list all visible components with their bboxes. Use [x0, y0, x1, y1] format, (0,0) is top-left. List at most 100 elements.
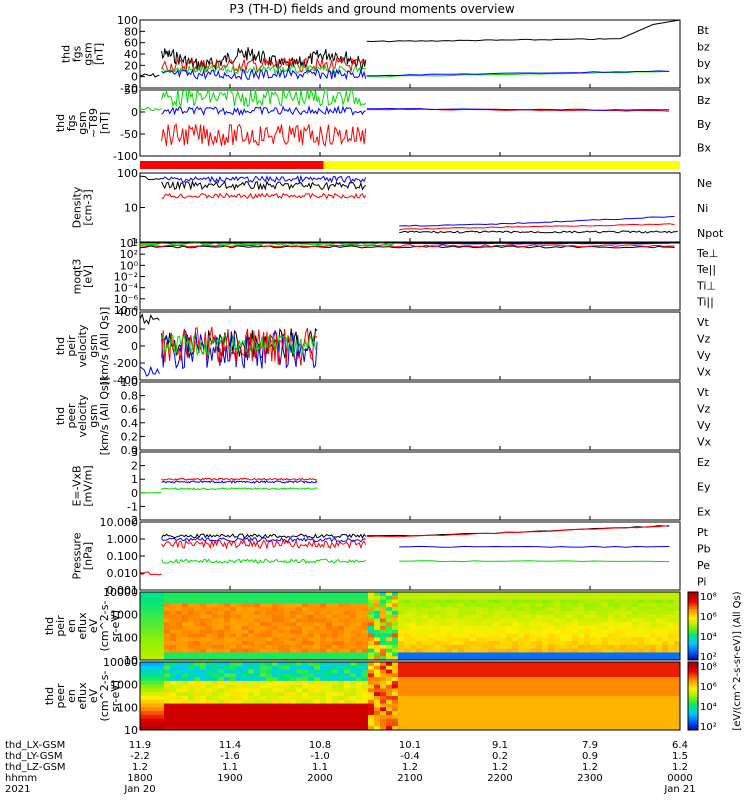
heatmap-cell [170, 680, 177, 686]
heatmap-cell [458, 692, 465, 697]
heatmap-cell [590, 629, 597, 635]
heatmap-cell [182, 622, 189, 627]
heatmap-cell [230, 626, 237, 631]
ylabel-ion_velocity-1: peir [65, 335, 78, 357]
heatmap-cell [236, 595, 243, 601]
heatmap-cell [236, 711, 243, 716]
heatmap-cell [506, 718, 513, 723]
heatmap-cell [272, 696, 279, 701]
heatmap-cell [464, 618, 471, 623]
heatmap-cell [434, 592, 441, 597]
heatmap-cell [590, 618, 597, 623]
heatmap-cell [662, 603, 669, 608]
ytick-label-efield-4: -1 [127, 500, 138, 513]
heatmap-cell [674, 677, 681, 682]
heatmap-cell [302, 607, 309, 612]
heatmap-cell [602, 629, 609, 635]
heatmap-cell [626, 688, 633, 693]
heatmap-cell [164, 684, 171, 689]
heatmap-cell [278, 707, 285, 712]
colorbar-cell [688, 610, 698, 613]
heatmap-cell [320, 707, 327, 712]
heatmap-cell [158, 629, 165, 635]
heatmap-cell [254, 699, 261, 705]
heatmap-cell [242, 692, 249, 697]
heatmap-cell [230, 641, 237, 646]
heatmap-cell [560, 696, 567, 701]
heatmap-cell [620, 599, 627, 604]
heatmap-cell [644, 592, 651, 597]
heatmap-cell [554, 696, 561, 701]
heatmap-cell [194, 629, 201, 635]
heatmap-cell [566, 641, 573, 646]
heatmap-cell [470, 665, 477, 671]
heatmap-cell [476, 656, 483, 661]
heatmap-cell [344, 692, 351, 697]
heatmap-cell [440, 637, 447, 642]
heatmap-cell [488, 618, 495, 623]
heatmap-cell [428, 592, 435, 597]
heatmap-cell [272, 703, 279, 708]
heatmap-cell [518, 622, 525, 627]
x-col-6-3: 0000 [667, 773, 692, 784]
heatmap-cell [632, 673, 639, 678]
heatmap-cell [596, 648, 603, 653]
heatmap-cell [410, 699, 417, 705]
heatmap-cell [440, 669, 447, 674]
heatmap-cell [422, 684, 429, 689]
heatmap-cell [536, 711, 543, 716]
heatmap-cell [302, 665, 309, 671]
heatmap-cell [410, 622, 417, 627]
heatmap-cell [488, 603, 495, 608]
heatmap-cell [614, 696, 621, 701]
heatmap-cell [626, 622, 633, 627]
heatmap-cell [284, 684, 291, 689]
heatmap-cell [662, 648, 669, 653]
heatmap-cell [446, 714, 453, 720]
heatmap-cell [410, 707, 417, 712]
colorbar-cell [688, 689, 698, 692]
heatmap-cell [308, 607, 315, 612]
heatmap-cell [668, 707, 675, 712]
heatmap-cell [416, 592, 423, 597]
panels-group: 100806040200-20thdfgsgsm[nT]Btbzbybx500-… [43, 14, 724, 737]
heatmap-cell [224, 648, 231, 653]
heatmap-cell [152, 711, 159, 716]
heatmap-cell [308, 652, 315, 657]
heatmap-cell [266, 722, 273, 727]
heatmap-cell [266, 626, 273, 631]
heatmap-cell [638, 618, 645, 623]
heatmap-cell [482, 599, 489, 604]
heatmap-cell [374, 614, 381, 619]
heatmap-cell [230, 669, 237, 674]
heatmap-cell [368, 718, 375, 723]
ytick-label-ion_spec-3: 10 [124, 654, 138, 667]
heatmap-cell [434, 618, 441, 623]
heatmap-cell [140, 629, 147, 635]
heatmap-cell [428, 603, 435, 608]
heatmap-cell [644, 703, 651, 708]
heatmap-cell [500, 726, 507, 731]
heatmap-cell [668, 610, 675, 616]
heatmap-cell [392, 652, 399, 657]
heatmap-cell [470, 688, 477, 693]
heatmap-cell [344, 614, 351, 619]
heatmap-cell [566, 692, 573, 697]
heatmap-cell [356, 629, 363, 635]
heatmap-cell [572, 637, 579, 642]
heatmap-cell [530, 618, 537, 623]
heatmap-cell [158, 648, 165, 653]
heatmap-cell [386, 669, 393, 674]
heatmap-cell [584, 607, 591, 612]
heatmap-cell [230, 680, 237, 686]
heatmap-cell [602, 622, 609, 627]
heatmap-cell [380, 603, 387, 608]
ytick-label-fgs_gsm_dist-3: -100 [113, 150, 138, 163]
colorbar-cell [688, 719, 698, 722]
heatmap-cell [332, 696, 339, 701]
heatmap-cell [620, 718, 627, 723]
heatmap-cell [548, 707, 555, 712]
heatmap-cell [644, 648, 651, 653]
heatmap-cell [410, 684, 417, 689]
heatmap-cell [404, 665, 411, 671]
